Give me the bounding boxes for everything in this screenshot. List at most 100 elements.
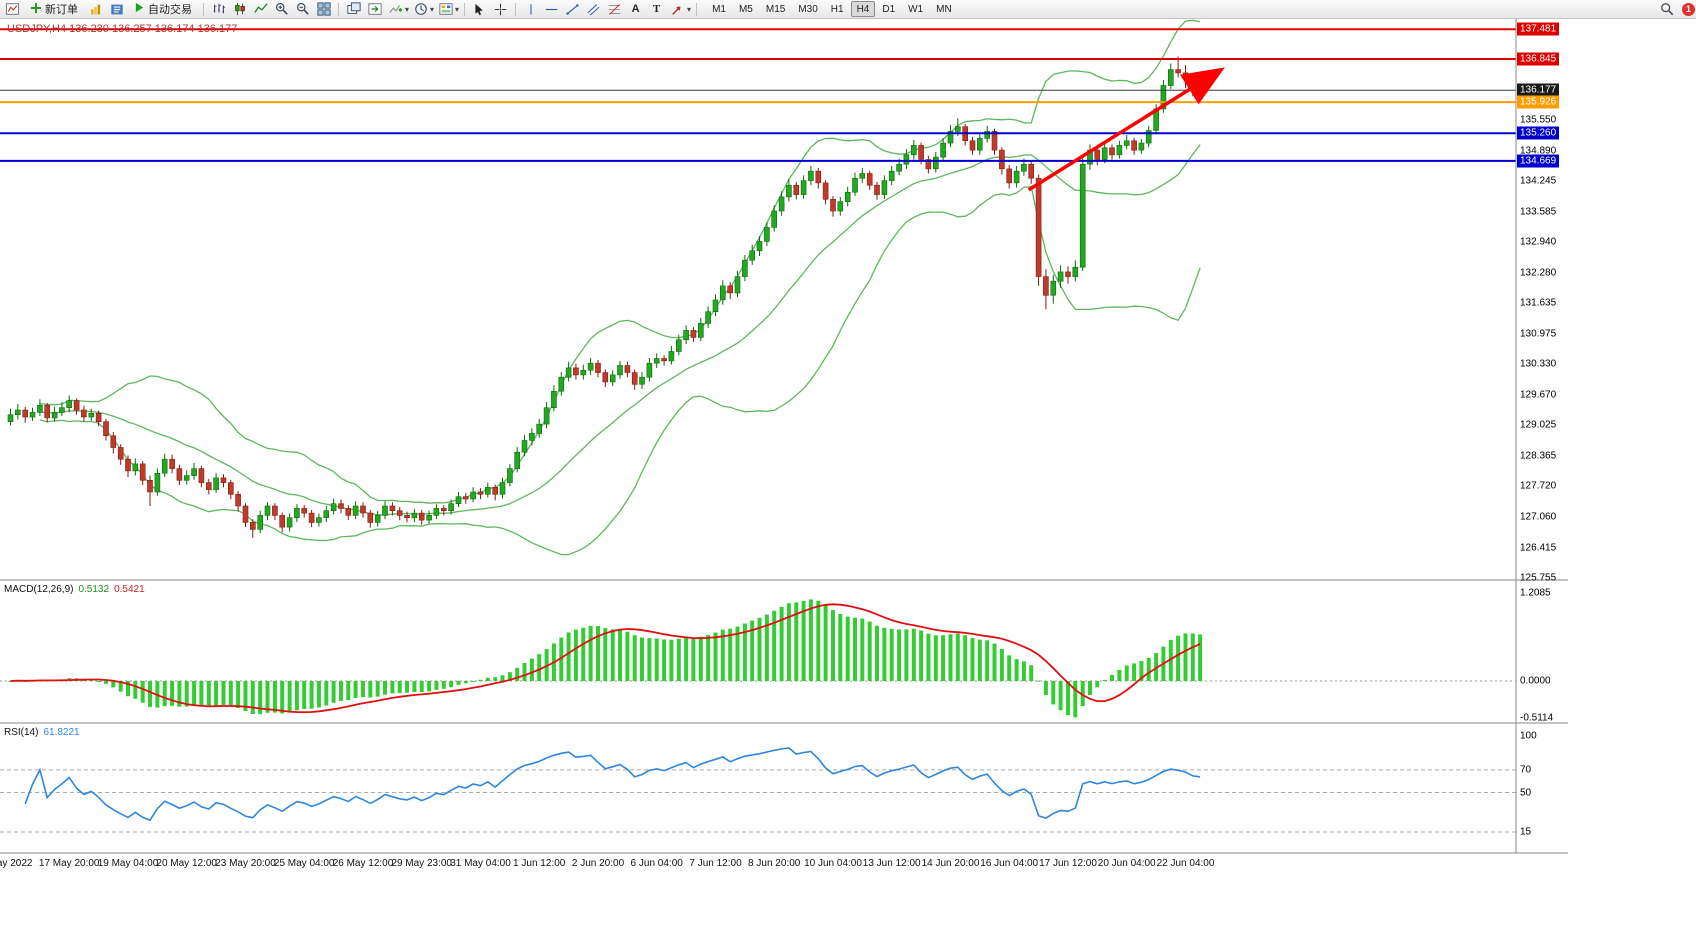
autotrading-label: 自动交易 <box>148 4 192 16</box>
time-axis-label: 17 May 20:00 <box>38 858 100 869</box>
toolbar: 新订单 自动交易 ▾ ▾ ▾ <box>0 0 1696 19</box>
zoom-in-icon[interactable] <box>272 1 291 17</box>
macd-scale-label: -0.5114 <box>1520 712 1554 724</box>
timeframe-button-m15[interactable]: M15 <box>760 1 791 17</box>
toolbar-right: 1 <box>1657 1 1696 17</box>
price-badge-136.845: 136.845 <box>1517 52 1560 66</box>
price-axis-label: 130.330 <box>1520 358 1557 370</box>
timeframe-button-mn[interactable]: MN <box>930 1 958 17</box>
timeframe-button-m5[interactable]: M5 <box>733 1 759 17</box>
autotrading-button[interactable]: 自动交易 <box>128 1 198 17</box>
macd-scale-label: 1.2085 <box>1520 587 1551 599</box>
timeframe-button-w1[interactable]: W1 <box>902 1 929 17</box>
rsi-scale-label: 15 <box>1520 826 1532 838</box>
macd-signal-value: 0.5421 <box>114 584 145 595</box>
rsi-value: 61.8221 <box>43 727 80 738</box>
price-axis-label: 129.025 <box>1520 419 1557 431</box>
timeframe-button-m30[interactable]: M30 <box>792 1 823 17</box>
dropdown-caret-icon[interactable]: ▾ <box>405 4 410 14</box>
timeframe-button-d1[interactable]: D1 <box>876 1 901 17</box>
label-tool-icon[interactable]: T <box>652 3 661 15</box>
vertical-line-icon[interactable] <box>521 1 540 17</box>
rsi-scale-label: 100 <box>1520 730 1537 742</box>
toolbar-separator <box>338 2 339 16</box>
price-axis-label: 127.720 <box>1520 480 1557 492</box>
new-order-plus-icon <box>30 2 42 17</box>
bar-chart-icon[interactable] <box>209 1 228 17</box>
market-watch-icon[interactable] <box>86 1 105 17</box>
time-axis-label: 26 May 12:00 <box>332 858 394 869</box>
time-axis-label: 7 Jun 12:00 <box>689 858 742 869</box>
search-icon[interactable] <box>1657 1 1676 17</box>
price-badge-135.926: 135.926 <box>1517 95 1560 109</box>
price-axis-label: 127.060 <box>1520 511 1557 523</box>
candlestick-chart-icon[interactable] <box>230 1 249 17</box>
time-axis-label: 20 Jun 04:00 <box>1097 858 1156 869</box>
chart-ohlc-title: USDJPY,H4 136.230 136.257 136.174 136.17… <box>7 23 238 35</box>
price-axis-label: 134.245 <box>1520 175 1557 187</box>
time-axis-label: 6 Jun 04:00 <box>630 858 683 869</box>
horizontal-line-icon[interactable] <box>542 1 561 17</box>
fibonacci-icon[interactable] <box>605 1 624 17</box>
macd-main-value: 0.5132 <box>78 584 110 595</box>
channel-icon[interactable] <box>584 1 603 17</box>
chart-shift-icon[interactable] <box>365 1 384 17</box>
text-tool-icon[interactable]: A <box>631 3 640 15</box>
time-axis-label: 20 May 12:00 <box>156 858 217 869</box>
autotrading-play-icon <box>134 2 145 16</box>
time-axis-label: 16 Jun 04:00 <box>980 858 1039 869</box>
rsi-scale-label: 50 <box>1520 787 1532 798</box>
time-axis-label: 22 Jun 04:00 <box>1156 858 1215 869</box>
toolbar-separator <box>515 2 517 16</box>
periods-icon[interactable] <box>411 1 430 17</box>
rsi-label: RSI(14) 61.8221 <box>4 727 85 738</box>
rsi-name: RSI(14) <box>4 727 39 738</box>
metaeditor-icon[interactable] <box>107 1 126 17</box>
time-axis-label: 25 May 04:00 <box>273 858 335 869</box>
dropdown-caret-icon[interactable]: ▾ <box>430 4 435 14</box>
tile-windows-icon[interactable] <box>314 1 333 17</box>
cascade-windows-icon[interactable] <box>344 1 363 17</box>
line-chart-icon[interactable] <box>251 1 270 17</box>
price-axis-label: 131.635 <box>1520 297 1557 309</box>
price-axis-label: 125.755 <box>1520 572 1557 584</box>
zoom-out-icon[interactable] <box>293 1 312 17</box>
rsi-scale-label: 70 <box>1520 764 1532 776</box>
time-axis-label: 10 Jun 04:00 <box>804 858 862 869</box>
price-axis-label: 132.940 <box>1520 236 1557 248</box>
shapes-arrow-icon[interactable] <box>668 1 687 17</box>
price-axis-label: 133.585 <box>1520 206 1557 218</box>
new-order-button[interactable]: 新订单 <box>24 1 84 17</box>
cursor-icon[interactable] <box>470 1 489 17</box>
crosshair-icon[interactable] <box>491 1 510 17</box>
price-axis-label: 126.415 <box>1520 542 1557 553</box>
dropdown-caret-icon[interactable]: ▾ <box>687 4 692 14</box>
dropdown-caret-icon[interactable]: ▾ <box>455 4 460 14</box>
indicators-icon[interactable] <box>386 1 405 17</box>
time-axis-label: 23 May 20:00 <box>215 858 276 869</box>
chart-window: USDJPY,H4 136.230 136.257 136.174 136.17… <box>0 18 1696 942</box>
timeframe-button-h1[interactable]: H1 <box>825 1 850 17</box>
time-axis-label: 13 Jun 12:00 <box>862 858 921 869</box>
macd-name: MACD(12,26,9) <box>4 584 74 595</box>
price-badge-137.481: 137.481 <box>1517 22 1560 36</box>
timeframe-button-h4[interactable]: H4 <box>850 1 876 17</box>
time-axis-label: May 2022 <box>0 858 33 869</box>
chart-canvas[interactable] <box>0 18 1568 880</box>
templates-icon[interactable] <box>436 1 455 17</box>
price-badge-135.260: 135.260 <box>1517 126 1560 140</box>
price-axis-label: 132.280 <box>1520 267 1557 279</box>
price-badge-134.669: 134.669 <box>1517 154 1560 168</box>
time-axis-label: 8 Jun 20:00 <box>748 858 801 869</box>
trendline-icon[interactable] <box>563 1 582 17</box>
time-axis-label: 17 Jun 12:00 <box>1039 858 1097 869</box>
price-axis-label: 134.890 <box>1520 145 1557 157</box>
time-axis-label: 29 May 23:00 <box>391 858 452 869</box>
notification-badge[interactable]: 1 <box>1682 2 1695 16</box>
new-order-label: 新订单 <box>45 4 78 16</box>
toolbar-separator <box>203 2 204 16</box>
chart-window-icon[interactable] <box>3 1 22 17</box>
macd-scale-label: 0.0000 <box>1520 675 1551 687</box>
timeframe-button-m1[interactable]: M1 <box>706 1 732 17</box>
price-axis-label: 130.975 <box>1520 328 1557 340</box>
